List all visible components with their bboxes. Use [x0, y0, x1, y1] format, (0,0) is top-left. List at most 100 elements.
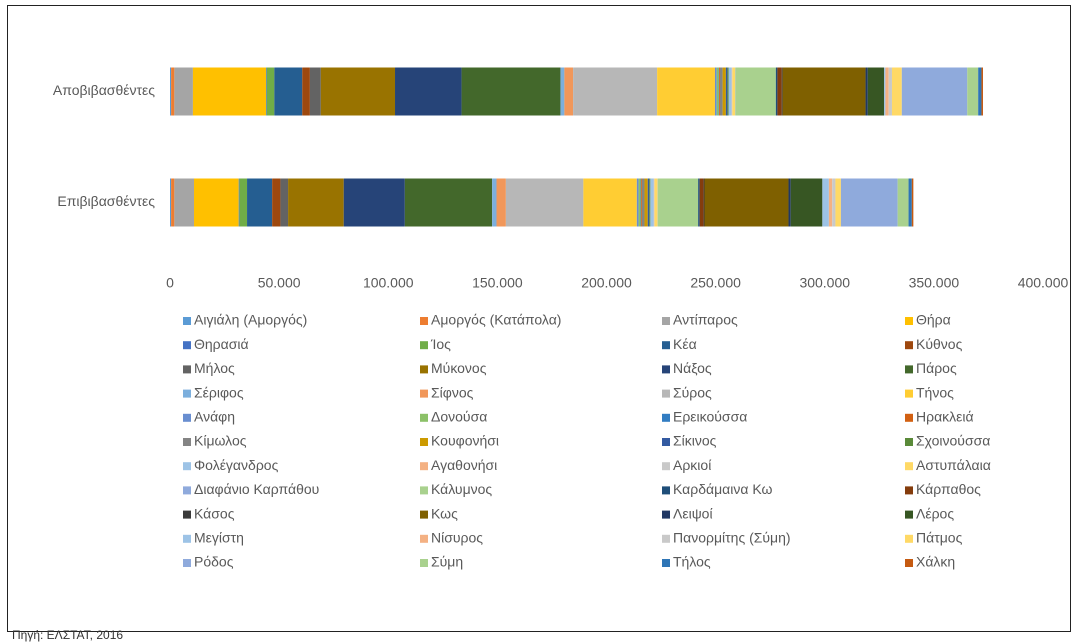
bar-segment — [395, 67, 462, 116]
legend-label: Νίσυρος — [431, 530, 483, 546]
bar-segment — [174, 67, 193, 116]
legend-label: Φολέγανδρος — [194, 457, 279, 473]
bar-segment — [719, 67, 720, 116]
bar-segment — [867, 67, 885, 116]
legend-label: Κάρπαθος — [916, 481, 981, 497]
legend-label: Λέρος — [916, 505, 954, 521]
bar-segment — [492, 178, 497, 227]
legend-label: Σίφνος — [431, 384, 474, 400]
legend-label: Μήλος — [194, 360, 235, 376]
bar-segment — [657, 178, 699, 227]
legend-swatch — [183, 462, 191, 471]
legend-swatch — [905, 389, 913, 398]
y-tick-label: Αποβιβασθέντες — [53, 82, 155, 98]
bar-segment — [170, 178, 172, 227]
legend-swatch — [420, 486, 428, 495]
legend-label: Μεγίστη — [194, 530, 244, 546]
legend-swatch — [183, 317, 191, 325]
x-tick-label: 100.000 — [363, 275, 414, 291]
bar-segment — [911, 178, 914, 227]
legend-label: Πανορμίτης (Σύμη) — [673, 530, 791, 546]
legend-swatch — [420, 389, 428, 398]
bar-segment — [703, 178, 705, 227]
bar-segment — [647, 178, 650, 227]
legend-swatch — [905, 365, 913, 374]
legend-label: Κάσος — [194, 505, 235, 521]
y-tick-label: Επιβιβασθέντες — [57, 193, 155, 209]
legend-swatch — [905, 486, 913, 495]
legend-label: Πάρος — [916, 360, 957, 376]
bar-segment — [266, 67, 267, 116]
bar-segment — [644, 178, 648, 227]
legend-swatch — [662, 413, 670, 422]
bar-segment — [722, 67, 726, 116]
bar-segment — [732, 67, 736, 116]
legend-label: Χάλκη — [916, 554, 955, 570]
bar-segment — [901, 67, 968, 116]
bar-segment — [170, 67, 172, 116]
legend-label: Θηρασιά — [194, 336, 249, 352]
bar-segment — [238, 178, 240, 227]
legend-label: Κέα — [673, 336, 697, 352]
legend-swatch — [905, 510, 913, 519]
x-tick-label: 350.000 — [909, 275, 960, 291]
legend-swatch — [183, 389, 191, 398]
bar-segment — [192, 67, 267, 116]
x-tick-label: 50.000 — [258, 275, 301, 291]
bar-segment — [840, 178, 898, 227]
bar-segment — [266, 67, 275, 116]
bar-segment — [654, 178, 658, 227]
legend-label: Κύθνος — [916, 336, 963, 352]
legend-swatch — [662, 486, 670, 495]
legend-label: Τήνος — [916, 384, 954, 400]
x-tick-label: 150.000 — [472, 275, 523, 291]
legend-label: Καρδάμαινα Κω — [673, 481, 773, 497]
bar-segment — [657, 67, 715, 116]
bar-segment — [288, 178, 344, 227]
legend-swatch — [905, 534, 913, 543]
bar-segment — [725, 67, 728, 116]
legend-swatch — [183, 559, 191, 567]
bar-segment — [496, 178, 506, 227]
legend-label: Θήρα — [916, 312, 951, 328]
legend-label: Νάξος — [673, 360, 712, 376]
legend-swatch — [662, 438, 670, 446]
bar-segment — [822, 178, 829, 227]
bar-segment — [775, 67, 778, 116]
bar-segment — [650, 178, 654, 227]
legend-label: Διαφάνιο Καρπάθου — [194, 481, 319, 497]
bar-segment — [698, 178, 700, 227]
bar-segment — [714, 67, 717, 116]
bar-segment — [641, 178, 645, 227]
legend-swatch — [183, 510, 191, 519]
bar-segment — [194, 178, 239, 227]
legend-swatch — [183, 438, 191, 446]
bar-segment — [719, 67, 723, 116]
legend-label: Κάλυμνος — [431, 481, 492, 497]
bar-segment — [649, 178, 651, 227]
bar-segment — [560, 67, 565, 116]
bar-segment — [704, 178, 789, 227]
bar-segment — [865, 67, 868, 116]
legend-swatch — [420, 438, 428, 446]
bar-segment — [777, 67, 782, 116]
bar-segment — [716, 67, 719, 116]
legend-swatch — [420, 341, 428, 350]
legend-label: Σέριφος — [194, 384, 244, 400]
legend-label: Κως — [431, 505, 458, 521]
legend-swatch — [662, 534, 670, 543]
legend-swatch — [420, 510, 428, 519]
legend-label: Αντίπαρος — [673, 312, 738, 328]
legend-swatch — [183, 486, 191, 495]
bar-segment — [309, 67, 321, 116]
legend-label: Αιγιάλη (Αμοργός) — [194, 312, 307, 328]
bar-segment — [908, 178, 912, 227]
bar-segment — [320, 67, 396, 116]
bar-segment — [728, 67, 732, 116]
bar-segment — [171, 178, 175, 227]
legend-label: Σύμη — [431, 554, 463, 570]
legend-label: Μύκονος — [431, 360, 487, 376]
legend-swatch — [420, 413, 428, 422]
legend-swatch — [662, 559, 670, 567]
